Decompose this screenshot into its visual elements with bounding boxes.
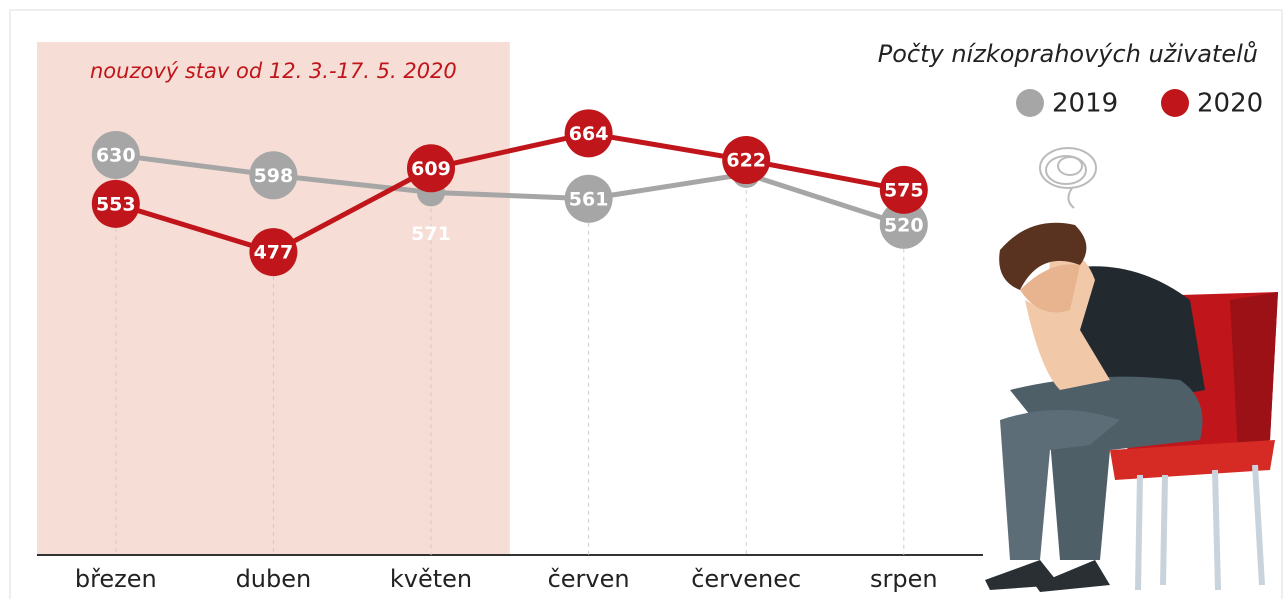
x-tick-label: červen xyxy=(548,565,630,593)
x-tick-label: červenec xyxy=(691,565,801,593)
data-label: 477 xyxy=(254,242,294,264)
data-label: 561 xyxy=(569,188,609,210)
data-label: 553 xyxy=(96,193,136,215)
chart-title: Počty nízkoprahových uživatelů xyxy=(878,40,1258,68)
data-label: 630 xyxy=(96,144,136,166)
data-label: 609 xyxy=(411,158,451,180)
chart: nouzový stav od 12. 3.-17. 5. 2020 Počty… xyxy=(0,0,1283,599)
annotation: nouzový stav od 12. 3.-17. 5. 2020 xyxy=(90,59,457,83)
data-label: 575 xyxy=(884,179,924,201)
legend-label: 2020 xyxy=(1197,89,1263,119)
x-tick-label: srpen xyxy=(870,565,938,593)
x-tick-label: duben xyxy=(236,565,312,593)
illustration xyxy=(985,148,1278,592)
legend-swatch xyxy=(1016,89,1044,117)
data-label: 520 xyxy=(884,214,924,236)
data-label: 598 xyxy=(254,165,294,187)
data-label: 600 xyxy=(726,205,766,227)
data-label: 664 xyxy=(569,123,609,145)
data-label: 622 xyxy=(726,150,766,172)
legend-swatch xyxy=(1161,89,1189,117)
x-tick-label: březen xyxy=(75,565,157,593)
x-tick-label: květen xyxy=(390,565,472,593)
legend-label: 2019 xyxy=(1052,89,1118,119)
data-label: 571 xyxy=(411,223,451,245)
